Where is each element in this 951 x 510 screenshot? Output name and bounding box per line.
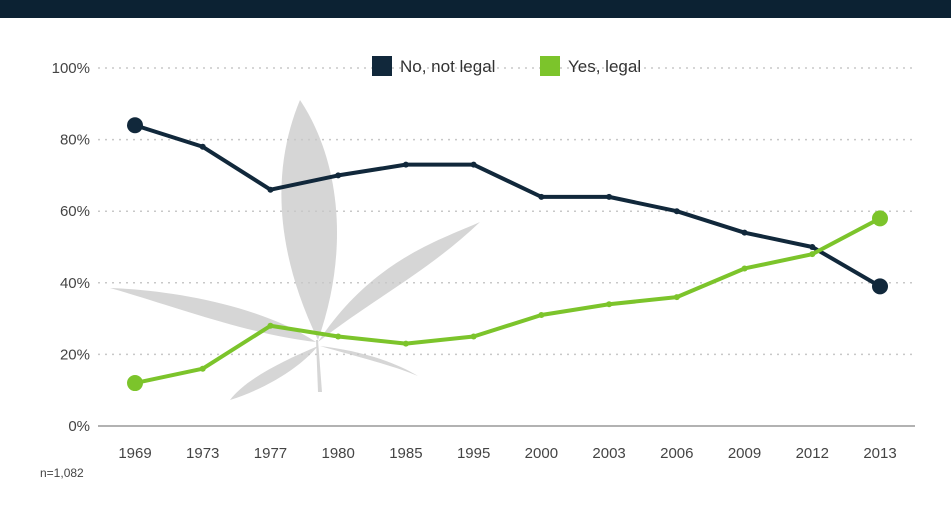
data-point	[267, 186, 274, 193]
x-tick-label: 2000	[525, 445, 558, 462]
series-line-0	[134, 123, 882, 289]
data-point	[538, 193, 545, 200]
data-point	[470, 333, 477, 340]
data-point	[606, 193, 613, 200]
y-tick-label: 60%	[60, 203, 90, 220]
legend-swatch	[372, 56, 392, 76]
legend-label: Yes, legal	[568, 57, 641, 76]
y-tick-label: 100%	[52, 60, 90, 77]
y-tick-label: 0%	[68, 418, 90, 435]
data-point	[809, 251, 816, 258]
x-tick-label: 1995	[457, 445, 490, 462]
y-tick-label: 80%	[60, 132, 90, 149]
data-point	[127, 375, 143, 392]
data-point	[127, 117, 143, 134]
data-point	[402, 161, 409, 168]
x-tick-label: 2006	[660, 445, 693, 462]
header-bar	[0, 0, 951, 18]
data-point	[538, 312, 545, 319]
y-tick-label: 20%	[60, 346, 90, 363]
series-line-1	[134, 216, 881, 385]
data-point	[741, 265, 748, 272]
data-point	[741, 229, 748, 236]
sample-size-note: n=1,082	[40, 466, 84, 480]
data-point	[872, 210, 888, 227]
data-point	[402, 340, 409, 347]
data-point	[606, 301, 613, 308]
data-point	[335, 333, 342, 340]
data-point	[673, 294, 680, 301]
legend-label: No, not legal	[400, 57, 495, 76]
x-tick-label: 2009	[728, 445, 761, 462]
x-tick-label: 2013	[863, 445, 896, 462]
data-point	[267, 322, 274, 329]
legend-swatch	[540, 56, 560, 76]
x-tick-label: 1985	[389, 445, 422, 462]
y-tick-label: 40%	[60, 275, 90, 292]
data-point	[335, 172, 342, 179]
x-tick-label: 1973	[186, 445, 219, 462]
data-point	[199, 365, 206, 372]
x-tick-label: 1980	[321, 445, 354, 462]
x-tick-label: 2012	[796, 445, 829, 462]
data-point	[872, 278, 888, 295]
x-tick-label: 2003	[592, 445, 625, 462]
x-tick-label: 1969	[118, 445, 151, 462]
x-tick-label: 1977	[254, 445, 287, 462]
data-point	[673, 208, 680, 215]
data-point	[809, 244, 816, 250]
data-point	[199, 143, 206, 150]
data-point	[470, 161, 477, 168]
